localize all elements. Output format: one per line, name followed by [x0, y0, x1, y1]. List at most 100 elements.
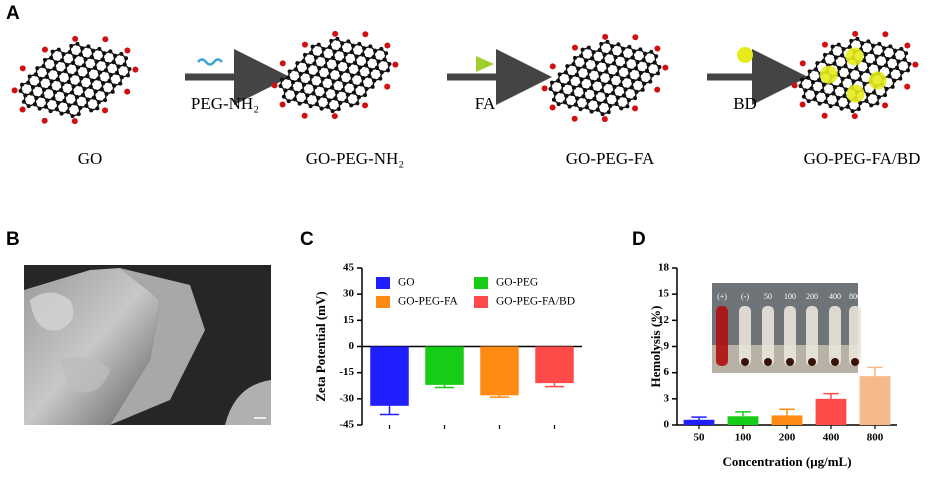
atom — [33, 72, 38, 77]
atom — [589, 86, 594, 91]
atom — [850, 109, 855, 114]
oxygen — [279, 60, 286, 67]
atom — [608, 50, 613, 55]
atom — [302, 52, 307, 57]
atom — [607, 80, 612, 85]
tube — [739, 306, 751, 366]
atom — [331, 55, 336, 60]
oxygen — [132, 66, 139, 73]
atom — [616, 42, 621, 47]
atom — [337, 77, 342, 82]
atom — [326, 74, 331, 79]
atom — [320, 76, 325, 81]
atom — [359, 82, 364, 87]
sediment — [786, 358, 794, 366]
step-label: BD — [733, 94, 757, 113]
atom — [316, 95, 321, 100]
oxygen — [11, 87, 18, 94]
atom — [29, 91, 34, 96]
oxygen — [301, 112, 308, 119]
atom — [820, 88, 825, 93]
error-bar — [544, 383, 565, 388]
atom — [601, 82, 606, 87]
atom — [323, 87, 328, 92]
atom — [70, 114, 75, 119]
product-label: GO-PEG-FA — [566, 149, 655, 168]
atom — [49, 55, 54, 60]
atom — [23, 93, 28, 98]
atom — [634, 89, 639, 94]
atom — [346, 62, 351, 67]
atom — [105, 62, 110, 67]
atom — [113, 53, 118, 58]
atom — [81, 93, 86, 98]
atom — [635, 60, 640, 65]
atom — [317, 66, 322, 71]
atom — [618, 82, 623, 87]
atom — [364, 86, 369, 91]
atom — [560, 83, 565, 88]
atom — [854, 66, 859, 71]
atom — [75, 41, 80, 46]
atom — [21, 99, 26, 104]
oxygen — [602, 33, 609, 40]
go-sheet — [271, 30, 399, 120]
y-tick-label: 18 — [658, 262, 670, 274]
atom — [557, 72, 562, 77]
atom — [44, 74, 49, 79]
atom — [884, 86, 889, 91]
atom — [334, 66, 339, 71]
atom — [629, 85, 634, 90]
oxygen — [882, 31, 889, 38]
atom — [67, 50, 72, 55]
atom — [108, 49, 113, 54]
oxygen — [362, 102, 369, 109]
y-tick-label: 0 — [664, 419, 670, 431]
atom — [583, 58, 588, 63]
atom — [96, 76, 101, 81]
atom — [572, 55, 577, 60]
atom — [27, 74, 32, 79]
atom — [346, 39, 351, 44]
x-tick-label: 800 — [867, 432, 884, 444]
sediment — [831, 358, 839, 366]
y-axis-label: Zeta Potential (mV) — [313, 291, 328, 401]
atom — [830, 44, 835, 49]
atom — [283, 88, 288, 93]
atom — [356, 95, 361, 100]
atom — [80, 46, 85, 51]
tube — [829, 306, 841, 366]
atom — [568, 74, 573, 79]
atom — [871, 43, 876, 48]
atom — [620, 76, 625, 81]
bar — [535, 346, 574, 384]
atom — [807, 69, 812, 74]
atom — [59, 88, 64, 93]
atom — [806, 75, 811, 80]
atom — [124, 56, 129, 61]
atom — [556, 78, 561, 83]
atom — [379, 70, 384, 75]
oxygen — [852, 30, 859, 37]
atom — [119, 75, 124, 80]
error-bar — [434, 384, 455, 389]
product-label: GO — [78, 149, 103, 168]
atom — [821, 59, 826, 64]
oxygen — [41, 117, 48, 124]
bar — [859, 376, 891, 425]
atom — [104, 91, 109, 96]
atom — [633, 96, 638, 101]
oxygen — [662, 64, 669, 71]
atom — [840, 76, 845, 81]
atom — [43, 104, 48, 109]
atom — [295, 61, 300, 66]
step-label: FA — [475, 94, 496, 113]
atom — [619, 53, 624, 58]
bd-particle — [819, 65, 838, 84]
atom — [60, 58, 65, 63]
atom — [37, 106, 42, 111]
atom — [883, 93, 888, 98]
atom — [593, 90, 598, 95]
atom — [612, 84, 617, 89]
tube — [784, 306, 796, 366]
